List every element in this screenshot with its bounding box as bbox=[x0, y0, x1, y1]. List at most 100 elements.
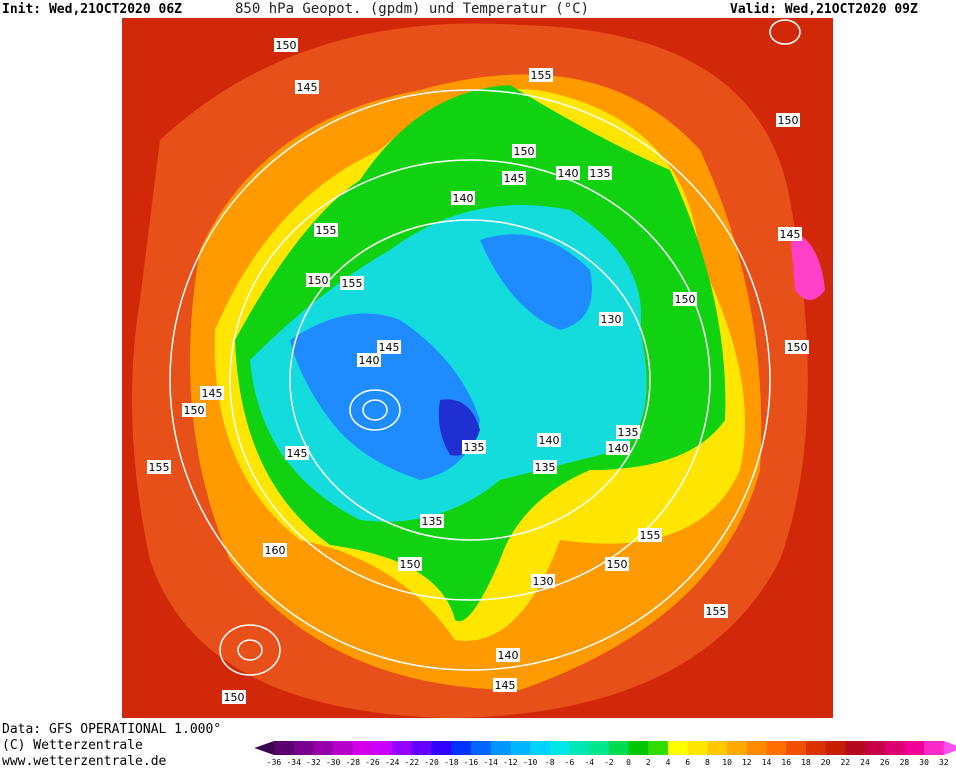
contour-label-box bbox=[599, 312, 623, 326]
colorbar-tick-label: -22 bbox=[405, 758, 420, 767]
contour-label-box bbox=[182, 403, 206, 417]
colorbar-band bbox=[313, 741, 334, 755]
colorbar-band bbox=[628, 741, 649, 755]
colorbar-band bbox=[372, 741, 393, 755]
colorbar-tick-label: 32 bbox=[939, 758, 949, 767]
contour-label: 140 bbox=[558, 167, 579, 180]
contour-label: 140 bbox=[453, 192, 474, 205]
contour-label-box bbox=[222, 690, 246, 704]
colorbar-band bbox=[608, 741, 630, 755]
colorbar-band bbox=[490, 741, 511, 755]
contour-label-box bbox=[200, 386, 224, 400]
colorbar-tick-label: 4 bbox=[666, 758, 671, 767]
colorbar-band bbox=[293, 741, 314, 755]
contour-label: 140 bbox=[359, 354, 380, 367]
footer-line: Data: GFS OPERATIONAL 1.000° bbox=[2, 722, 221, 737]
colorbar-tick-label: -26 bbox=[365, 758, 380, 767]
colorbar-band bbox=[431, 741, 452, 755]
contour-label-box bbox=[398, 557, 422, 571]
contour-label: 160 bbox=[265, 544, 286, 557]
colorbar-tick-label: -18 bbox=[444, 758, 459, 767]
contour-label-box bbox=[616, 425, 640, 439]
contour-label: 150 bbox=[224, 691, 245, 704]
contour-label-box bbox=[357, 353, 381, 367]
temp-area-hot bbox=[790, 230, 825, 300]
colorbar-tick-label: -34 bbox=[286, 758, 301, 767]
colorbar-band bbox=[786, 741, 807, 755]
colorbar: -36 -34 -32 -30 -28 -26 -24 -22 -20 -18 -16 -14 -12-… bbox=[254, 741, 956, 767]
colorbar-tick-label: 8 bbox=[705, 758, 710, 767]
contour-label: 155 bbox=[531, 69, 552, 82]
colorbar-tick-label: 28 bbox=[900, 758, 910, 767]
contour-label-box bbox=[556, 166, 580, 180]
colorbar-band bbox=[549, 741, 570, 755]
colorbar-band bbox=[569, 741, 590, 755]
valid-time: Valid: Wed,21OCT2020 09Z bbox=[730, 2, 918, 17]
map-title: 850 hPa Geopot. (gpdm) und Temperatur (°… bbox=[235, 1, 589, 17]
contour-label: 145 bbox=[379, 341, 400, 354]
colorbar-band bbox=[451, 741, 472, 755]
contour-label-box bbox=[263, 543, 287, 557]
contour-label-box bbox=[512, 144, 536, 158]
colorbar-tick-label: -10 bbox=[523, 758, 538, 767]
colorbar-band bbox=[274, 741, 295, 755]
contour-label-box bbox=[462, 440, 486, 454]
colorbar-tick-label: -8 bbox=[545, 758, 555, 767]
contour-label: 145 bbox=[495, 679, 516, 692]
contour-label-box bbox=[638, 528, 662, 542]
colorbar-band bbox=[530, 741, 551, 755]
colorbar-tick-label: -12 bbox=[503, 758, 518, 767]
contour-label: 150 bbox=[787, 341, 808, 354]
colorbar-arrow bbox=[254, 741, 274, 755]
colorbar-tick-label: -2 bbox=[604, 758, 614, 767]
contour-label-box bbox=[606, 441, 630, 455]
contour-label: 150 bbox=[308, 274, 329, 287]
contour-label: 135 bbox=[464, 441, 485, 454]
colorbar-tick-label: 22 bbox=[840, 758, 850, 767]
colorbar-tick-label: -14 bbox=[483, 758, 498, 767]
colorbar-band bbox=[766, 741, 787, 755]
colorbar-tick-label: -4 bbox=[584, 758, 594, 767]
colorbar-tick-label: -20 bbox=[424, 758, 439, 767]
contour-label: 155 bbox=[640, 529, 661, 542]
colorbar-tick-label: 26 bbox=[880, 758, 890, 767]
contour-label: 135 bbox=[618, 426, 639, 439]
contour-label-box bbox=[340, 276, 364, 290]
contour-label-box bbox=[285, 446, 309, 460]
colorbar-band bbox=[924, 741, 945, 755]
contour-label-box bbox=[314, 223, 338, 237]
contour-label: 150 bbox=[400, 558, 421, 571]
contour-label: 145 bbox=[202, 387, 223, 400]
colorbar-band bbox=[845, 741, 866, 755]
contour-label: 135 bbox=[590, 167, 611, 180]
contours bbox=[169, 19, 801, 676]
contour-label-box bbox=[493, 678, 517, 692]
init-time: Init: Wed,21OCT2020 06Z bbox=[2, 2, 182, 17]
contour-label: 145 bbox=[780, 228, 801, 241]
contour-label-box bbox=[785, 340, 809, 354]
colorbar-tick-label: 18 bbox=[801, 758, 811, 767]
contour-label-box bbox=[420, 514, 444, 528]
colorbar-band bbox=[510, 741, 531, 755]
contour-label-box bbox=[306, 273, 330, 287]
contour-label: 155 bbox=[706, 605, 727, 618]
contour-label: 130 bbox=[533, 575, 554, 588]
footer-line: www.wetterzentrale.de bbox=[2, 754, 167, 768]
contour-label-box bbox=[529, 68, 553, 82]
contour-label: 150 bbox=[778, 114, 799, 127]
colorbar-tick-label: -6 bbox=[565, 758, 575, 767]
contour-label: 150 bbox=[276, 39, 297, 52]
colorbar-band bbox=[805, 741, 827, 755]
contour-label: 145 bbox=[297, 81, 318, 94]
colorbar-arrow bbox=[943, 741, 956, 755]
contour-label: 155 bbox=[316, 224, 337, 237]
colorbar-tick-label: -36 bbox=[267, 758, 282, 767]
contour-label: 135 bbox=[422, 515, 443, 528]
contour-label-box bbox=[588, 166, 612, 180]
colorbar-band bbox=[707, 741, 728, 755]
footer-line: (C) Wetterzentrale bbox=[2, 738, 143, 753]
contour-label-box bbox=[537, 433, 561, 447]
colorbar-tick-label: 10 bbox=[722, 758, 732, 767]
temp-area-blue bbox=[290, 234, 592, 480]
